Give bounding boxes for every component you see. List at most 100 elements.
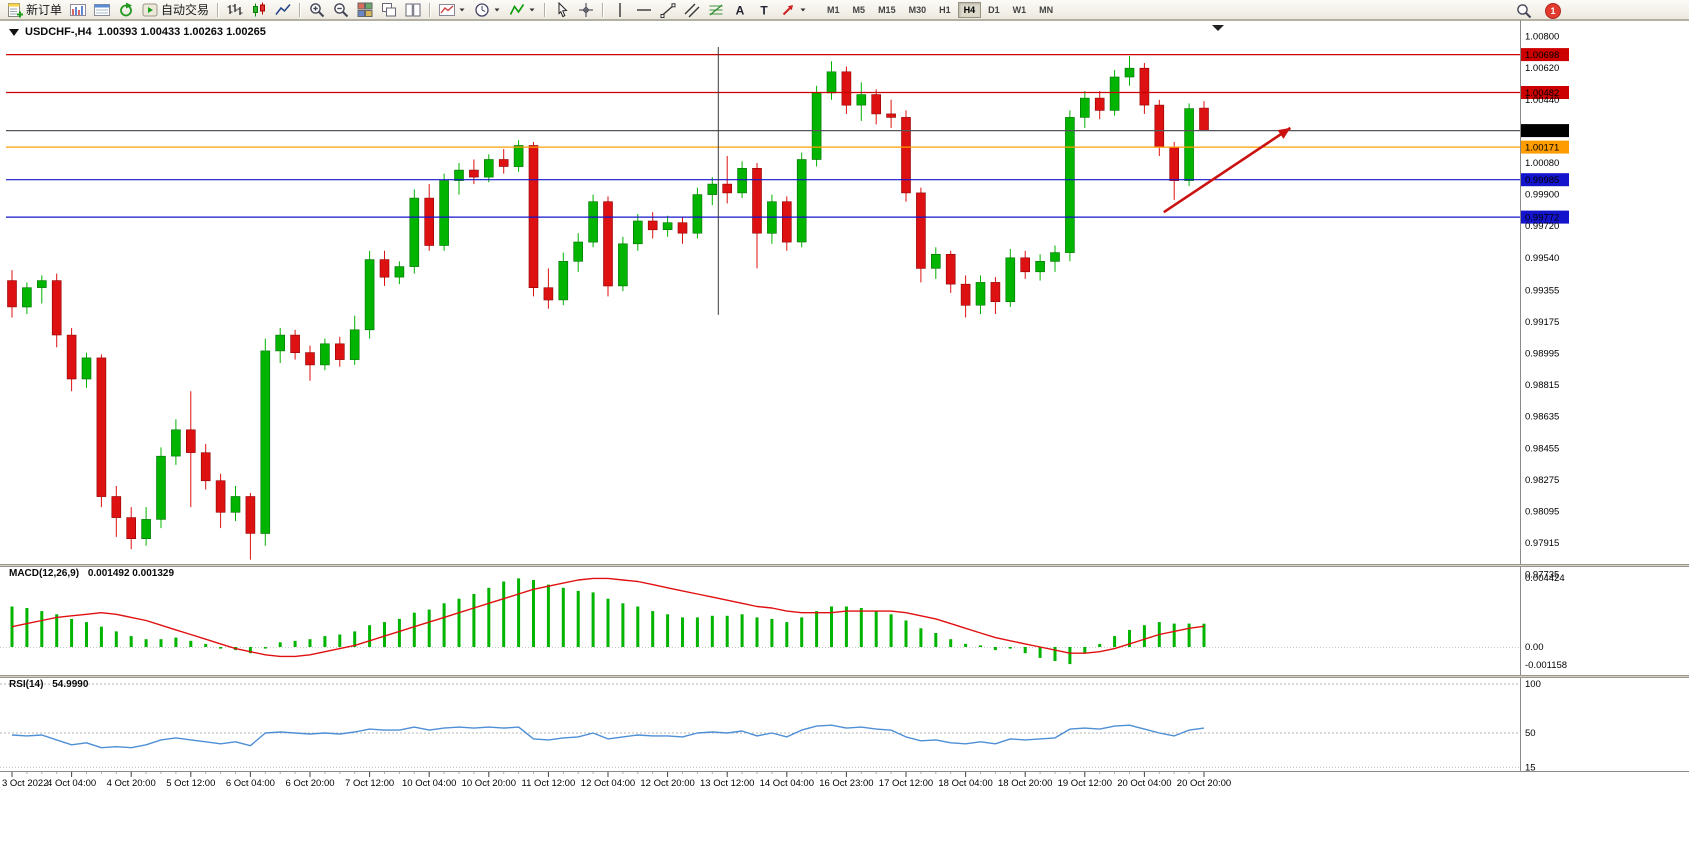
linechart-icon: [275, 3, 291, 15]
trendline-icon: [660, 2, 676, 18]
vline-icon: [619, 2, 621, 17]
time-tick-label: 13 Oct 12:00: [700, 778, 754, 789]
zoom-in-button[interactable]: [305, 0, 329, 20]
autotrading-button[interactable]: 自动交易: [138, 0, 213, 20]
profiles-button[interactable]: [90, 0, 114, 20]
timeframe-m30-button[interactable]: M30: [908, 4, 927, 15]
timeframe-m5-button[interactable]: M5: [852, 4, 866, 15]
svg-text:1.00171: 1.00171: [1525, 143, 1559, 154]
zoom-out-button[interactable]: [329, 0, 353, 20]
chart-title: USDCHF-,H4 1.00393 1.00433 1.00263 1.002…: [9, 26, 266, 38]
charts-icon: [70, 3, 87, 16]
timeframe-m15-button[interactable]: M15: [878, 4, 896, 15]
price-tick-label: 0.98095: [1525, 507, 1559, 518]
candles-icon: [253, 2, 266, 16]
candle-body: [394, 266, 405, 278]
candle-body: [483, 159, 494, 178]
price-badge-1.00265: [1521, 124, 1569, 138]
text-icon: A: [736, 3, 745, 17]
cascade-icon: [382, 2, 397, 16]
candle-body: [364, 259, 375, 331]
price-tick-label: 0.97735: [1525, 570, 1559, 581]
notification-badge[interactable]: 1: [1545, 3, 1561, 19]
time-tick-label: 19 Oct 12:00: [1058, 778, 1112, 789]
bar-chart-button[interactable]: [223, 0, 247, 20]
chart-shift-marker[interactable]: [1212, 25, 1224, 31]
profile-icon: [94, 3, 111, 16]
line-chart-button[interactable]: [271, 0, 295, 20]
svg-text:T: T: [760, 3, 768, 17]
candle-body: [603, 201, 613, 287]
candle-body: [275, 334, 286, 352]
arrows-dropdown[interactable]: [776, 0, 811, 20]
new-order-button[interactable]: 新订单: [3, 0, 66, 20]
candle-body: [960, 283, 971, 306]
candle-body: [66, 334, 77, 380]
candlestick-chart-button[interactable]: [247, 0, 271, 20]
trend-arrow-object[interactable]: [1163, 126, 1292, 214]
time-tick-label: 18 Oct 04:00: [938, 778, 992, 789]
candle-body: [871, 94, 882, 115]
macd-pane-divider[interactable]: [0, 564, 1689, 567]
candle-body: [334, 343, 345, 360]
timeframe-h1-button[interactable]: H1: [939, 4, 951, 15]
time-tick-label: 4 Oct 04:00: [47, 778, 96, 789]
arrange-windows-button[interactable]: [401, 0, 425, 20]
timeframe-w1-button[interactable]: W1: [1012, 4, 1027, 15]
vertical-line-button[interactable]: [608, 0, 632, 20]
text-button[interactable]: A: [728, 0, 752, 20]
candle-body: [409, 197, 420, 267]
chart-plot-area[interactable]: [0, 24, 1520, 564]
trendline-button[interactable]: [656, 0, 680, 20]
chevron-down-icon: [459, 8, 465, 11]
macd-axis-label: -0.001158: [1525, 660, 1567, 671]
channel-button[interactable]: [680, 0, 704, 20]
one-click-trading-icon[interactable]: [9, 28, 19, 36]
candle-body: [186, 429, 196, 453]
autotrade-icon: [142, 3, 158, 16]
label-button[interactable]: T: [752, 0, 776, 20]
zoom-in-icon: [310, 2, 325, 17]
candle-body: [1109, 76, 1120, 111]
time-tick-label: 12 Oct 04:00: [581, 778, 635, 789]
indicators-dropdown[interactable]: [505, 0, 540, 20]
candle-body: [945, 254, 956, 285]
svg-text:0.99985: 0.99985: [1525, 175, 1559, 186]
timeframe-d1-button[interactable]: D1: [988, 4, 1000, 15]
timeframe-group: M1 M5 M15 M30 H1 H4 D1 W1 MN: [821, 1, 1059, 18]
time-tick-label: 16 Oct 23:00: [819, 778, 873, 789]
price-tick-label: 0.99720: [1525, 221, 1559, 232]
autotrading-button-label: 自动交易: [161, 3, 210, 17]
candle-body: [245, 496, 256, 534]
candle-body: [1020, 257, 1031, 273]
candle-body: [841, 71, 852, 106]
label-icon: T: [760, 3, 768, 17]
candle-body: [215, 480, 226, 513]
candle-body: [692, 194, 703, 234]
candlestick-series: [7, 56, 1209, 560]
horizontal-line-button[interactable]: [632, 0, 656, 20]
time-tick-label: 3 Oct 2022: [2, 778, 48, 789]
newchart-icon: [439, 3, 456, 16]
price-tick-label: 0.98815: [1525, 380, 1559, 391]
new-chart-dropdown[interactable]: [435, 0, 470, 20]
chart-symbol-period: USDCHF-,H4: [25, 26, 92, 38]
tile-windows-button[interactable]: [353, 0, 377, 20]
candle-body: [647, 220, 658, 231]
charts-window-button[interactable]: [66, 0, 90, 20]
cascade-windows-button[interactable]: [377, 0, 401, 20]
timeframe-h4-button[interactable]: H4: [957, 1, 982, 18]
periods-dropdown[interactable]: [470, 0, 505, 20]
search-button[interactable]: [1512, 1, 1536, 21]
arrange-icon: [405, 3, 421, 16]
fibonacci-button[interactable]: [704, 0, 728, 20]
hline-icon: [637, 8, 652, 11]
timeframe-mn-button[interactable]: MN: [1039, 4, 1054, 15]
candle-body: [200, 452, 211, 482]
cursor-button[interactable]: [550, 0, 574, 20]
rsi-pane-divider[interactable]: [0, 675, 1689, 678]
arrows-icon: [782, 4, 794, 15]
refresh-button[interactable]: [114, 0, 138, 20]
crosshair-button[interactable]: [574, 0, 598, 20]
timeframe-m1-button[interactable]: M1: [827, 4, 840, 15]
